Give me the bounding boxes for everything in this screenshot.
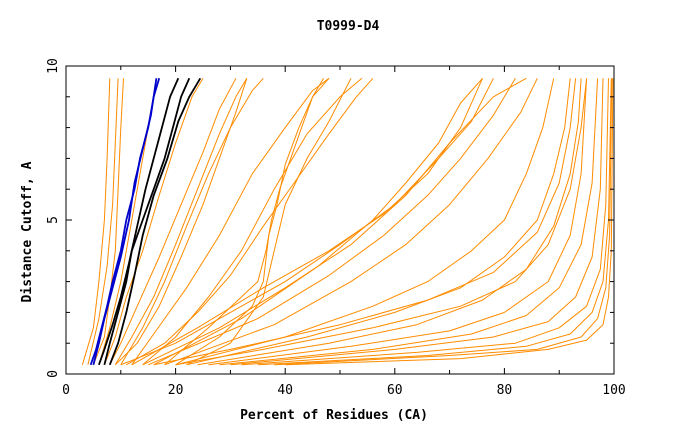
series-line-27 [219,78,599,366]
series-line-29 [241,78,609,366]
series-line-34 [164,78,538,366]
series-line-18 [186,78,352,366]
series-line-8 [92,78,124,365]
series-line-4 [103,77,191,366]
series-line-23 [175,78,555,366]
series-line-25 [197,78,582,366]
x-tick-label: 0 [62,383,70,398]
series-line-20 [131,78,483,366]
series-line-31 [274,78,613,366]
x-tick-label: 40 [277,383,293,398]
series-line-30 [257,78,612,366]
series-line-13 [120,77,264,366]
x-axis-label: Percent of Residues (CA) [240,408,428,423]
x-tick-label: 80 [497,383,513,398]
chart-title: T0999-D4 [317,19,380,34]
series-line-32 [285,78,614,366]
x-tick-label: 100 [602,383,625,398]
x-tick-label: 20 [168,383,184,398]
series-line-33 [148,78,516,366]
series-line-15 [142,77,363,366]
series-line-14 [131,77,330,366]
series-layer [81,77,614,366]
y-axis-label: Distance Cutoff, A [20,161,35,302]
y-tick-label: 0 [46,370,61,378]
series-line-19 [120,78,494,366]
tick-layer: 0 20 40 60 80 100 0 5 10 [46,58,626,398]
series-line-22 [153,77,483,366]
series-line-5 [108,77,202,366]
series-line-24 [186,78,571,366]
series-line-21 [142,77,527,366]
series-line-3 [98,77,180,366]
series-line-26 [208,78,588,366]
series-line-6 [81,78,111,365]
series-line-11 [109,78,237,366]
series-line-36 [175,78,588,366]
x-tick-label: 60 [387,383,403,398]
y-tick-label: 5 [46,216,61,224]
series-line-28 [230,78,604,366]
series-line-12 [114,78,248,366]
series-line-37 [126,77,374,366]
series-line-17 [175,77,330,366]
series-line-7 [87,78,119,365]
y-tick-label: 10 [46,58,61,74]
series-line-2 [92,78,158,366]
series-line-38 [114,78,248,366]
series-line-10 [103,78,204,365]
series-line-35 [153,78,577,366]
